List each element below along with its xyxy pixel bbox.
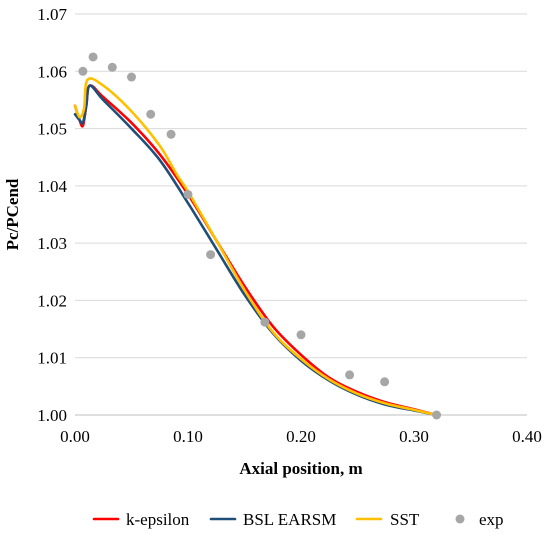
y-tick-label: 1.06 — [37, 62, 67, 81]
y-axis-title: Pc/PCend — [3, 178, 22, 250]
data-point-exp — [107, 62, 117, 72]
data-point-exp — [432, 410, 442, 420]
data-point-exp — [78, 66, 88, 76]
x-tick-label: 0.30 — [399, 427, 429, 446]
legend-label-exp: exp — [479, 510, 504, 529]
y-tick-label: 1.01 — [37, 349, 67, 368]
x-tick-label: 0.20 — [286, 427, 316, 446]
y-tick-label: 1.00 — [37, 406, 67, 425]
series-line-bsl-earsm — [73, 84, 438, 417]
data-point-exp — [206, 250, 216, 260]
data-point-exp — [127, 72, 136, 82]
legend: k-epsilon BSL EARSM SST exp — [92, 510, 504, 529]
x-tick-label: 0.10 — [173, 427, 203, 446]
series-line-sst — [73, 77, 438, 417]
data-point-exp — [260, 317, 270, 327]
legend-label-bsl-earsm: BSL EARSM — [243, 510, 336, 529]
data-point-exp — [183, 189, 193, 199]
series-line-k-epsilon — [73, 84, 438, 417]
legend-label-sst: SST — [390, 510, 420, 529]
x-tick-label: 0.00 — [60, 427, 90, 446]
y-tick-label: 1.07 — [37, 5, 67, 24]
y-tick-label: 1.03 — [37, 234, 67, 253]
legend-marker-exp — [455, 514, 465, 524]
data-point-exp — [146, 109, 156, 119]
grid-layer — [75, 13, 527, 359]
data-point-exp — [380, 377, 390, 387]
data-point-exp — [166, 129, 176, 139]
y-tick-label: 1.04 — [37, 177, 67, 196]
legend-label-k-epsilon: k-epsilon — [126, 510, 190, 529]
x-tick-label: 0.40 — [512, 427, 542, 446]
series-exp — [78, 52, 442, 420]
y-tick-label: 1.05 — [37, 120, 67, 139]
x-axis-title: Axial position, m — [239, 459, 362, 478]
tick-labels: 1.00 1.01 1.02 1.03 1.04 1.05 1.06 1.07 0.00 0.10… — [37, 5, 542, 446]
data-point-exp — [296, 330, 306, 340]
data-point-exp — [88, 52, 98, 62]
y-tick-label: 1.02 — [37, 291, 67, 310]
series-layer — [73, 52, 442, 420]
data-point-exp — [345, 370, 355, 380]
